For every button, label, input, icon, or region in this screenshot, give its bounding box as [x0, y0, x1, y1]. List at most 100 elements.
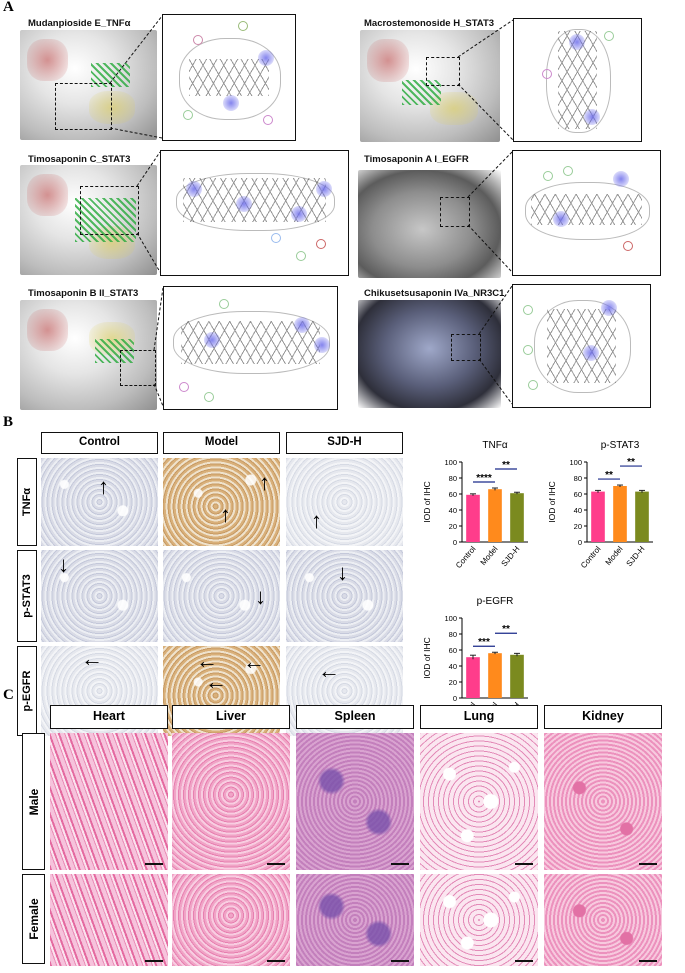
docking-title-1: Mudanpioside E_TNFα [28, 18, 131, 29]
ihc-row-pegfr-label: p-EGFR [21, 670, 33, 712]
ihc-col-model: Model [163, 432, 280, 454]
chart-title: p-STAT3 [601, 440, 640, 451]
chart-bar [510, 654, 524, 698]
chart-x-tick-label: Model [604, 544, 625, 567]
chart-bar [510, 493, 524, 542]
ihc-row-tnfa: TNFα [17, 458, 37, 546]
chart-x-tick-label: Control [579, 544, 603, 570]
arrow-up-icon: ↑ [98, 474, 109, 499]
scale-bar [267, 960, 285, 962]
chart-y-tick-label: 60 [449, 490, 457, 499]
he-image-male-spleen [296, 733, 414, 870]
arrow-down-icon: ↓ [58, 552, 69, 577]
interaction-map-1 [162, 14, 296, 141]
docking-title-3: Timosaponin C_STAT3 [28, 154, 131, 165]
chart-significance-label: ** [502, 460, 510, 471]
docking-structure-2 [360, 30, 500, 142]
chart-bar [466, 657, 480, 698]
chart-x-tick-label: SJD-H [499, 544, 521, 568]
docking-title-2: Macrostemonoside H_STAT3 [364, 18, 495, 29]
chart-title: p-EGFR [477, 596, 514, 607]
chart-y-tick-label: 60 [574, 490, 582, 499]
he-col-kidney: Kidney [544, 705, 662, 729]
chart-significance-label: *** [478, 637, 490, 648]
chart-pstat3: p-STAT3 IOD of IHC 0 20 40 60 80 100 Control Mode… [547, 440, 653, 570]
he-image-female-liver [172, 874, 290, 966]
scale-bar [639, 863, 657, 865]
chart-y-tick-label: 100 [444, 458, 457, 467]
zoom-guide-lines [109, 15, 514, 407]
zoom-box-5 [120, 350, 156, 386]
arrow-down-icon: ↓ [255, 584, 266, 609]
chart-bar [613, 486, 627, 542]
arrow-down-icon: ↓ [337, 560, 348, 585]
chart-y-tick-label: 20 [449, 678, 457, 687]
panel-letter-c: C [3, 687, 14, 703]
chart-y-tick-label: 100 [569, 458, 582, 467]
arrow-up-icon: ↑ [311, 508, 322, 533]
he-row-male-label: Male [26, 788, 41, 815]
he-image-female-heart [50, 874, 168, 966]
docking-title-6: Chikusetsusaponin IVa_NR3C1 [364, 288, 505, 299]
chart-x-tick-label: SJD-H [624, 544, 646, 568]
chart-y-tick-label: 80 [574, 474, 582, 483]
chart-y-tick-label: 40 [449, 506, 457, 515]
panel-letter-a: A [3, 0, 14, 15]
chart-y-axis-label: IOD of IHC [422, 637, 432, 679]
chart-y-tick-label: 100 [444, 614, 457, 623]
docking-structure-1 [20, 30, 157, 140]
zoom-box-6 [451, 334, 481, 361]
chart-y-axis-label: IOD of IHC [547, 481, 557, 523]
ihc-image-pstat3-control: ↓ [41, 550, 158, 642]
arrow-up-icon: ↑ [220, 502, 231, 527]
chart-y-tick-label: 80 [449, 630, 457, 639]
ihc-row-pstat3: p-STAT3 [17, 550, 37, 642]
chart-y-tick-label: 60 [449, 646, 457, 655]
ihc-image-tnfa-model: ↑ ↑ [163, 458, 280, 546]
chart-y-tick-label: 20 [449, 522, 457, 531]
chart-title: TNFα [482, 440, 507, 451]
chart-y-tick-label: 80 [449, 474, 457, 483]
he-image-female-kidney [544, 874, 662, 966]
scale-bar [267, 863, 285, 865]
he-image-male-heart [50, 733, 168, 870]
scale-bar [145, 863, 163, 865]
he-image-male-lung [420, 733, 538, 870]
zoom-box-1 [55, 83, 112, 130]
ihc-row-tnfa-label: TNFα [21, 487, 33, 517]
scale-bar [515, 863, 533, 865]
zoom-box-4 [440, 197, 470, 227]
interaction-map-6 [512, 284, 651, 408]
interaction-map-5 [163, 286, 338, 410]
interaction-map-4 [512, 150, 661, 276]
arrow-left-icon: ← [205, 669, 227, 694]
he-image-male-liver [172, 733, 290, 870]
chart-significance-label: ** [502, 624, 510, 635]
ihc-row-pstat3-label: p-STAT3 [21, 574, 33, 618]
arrow-left-icon: ← [196, 648, 218, 673]
ihc-image-tnfa-control: ↑ [41, 458, 158, 546]
ihc-image-pstat3-model: ↓ [163, 550, 280, 642]
he-col-liver: Liver [172, 705, 290, 729]
chart-bar [488, 489, 502, 542]
chart-bar [591, 491, 605, 542]
he-col-spleen: Spleen [296, 705, 414, 729]
docking-title-4: Timosaponin A I_EGFR [364, 154, 469, 165]
chart-bar [488, 653, 502, 698]
he-col-heart: Heart [50, 705, 168, 729]
arrow-left-icon: ← [243, 649, 265, 674]
arrow-up-icon: ↑ [259, 470, 270, 495]
chart-y-tick-label: 0 [453, 694, 457, 703]
chart-significance-label: ** [605, 470, 613, 481]
arrow-left-icon: ← [81, 646, 103, 671]
he-col-lung: Lung [420, 705, 538, 729]
he-row-female-label: Female [26, 898, 41, 940]
chart-significance-label: ** [627, 457, 635, 468]
docking-title-5: Timosaponin B II_STAT3 [28, 288, 139, 299]
interaction-map-3 [160, 150, 349, 276]
scale-bar [391, 863, 409, 865]
zoom-box-3 [80, 186, 139, 235]
panel-letter-b: B [3, 414, 14, 430]
ihc-col-control: Control [41, 432, 158, 454]
ihc-row-pegfr: p-EGFR [17, 646, 37, 736]
